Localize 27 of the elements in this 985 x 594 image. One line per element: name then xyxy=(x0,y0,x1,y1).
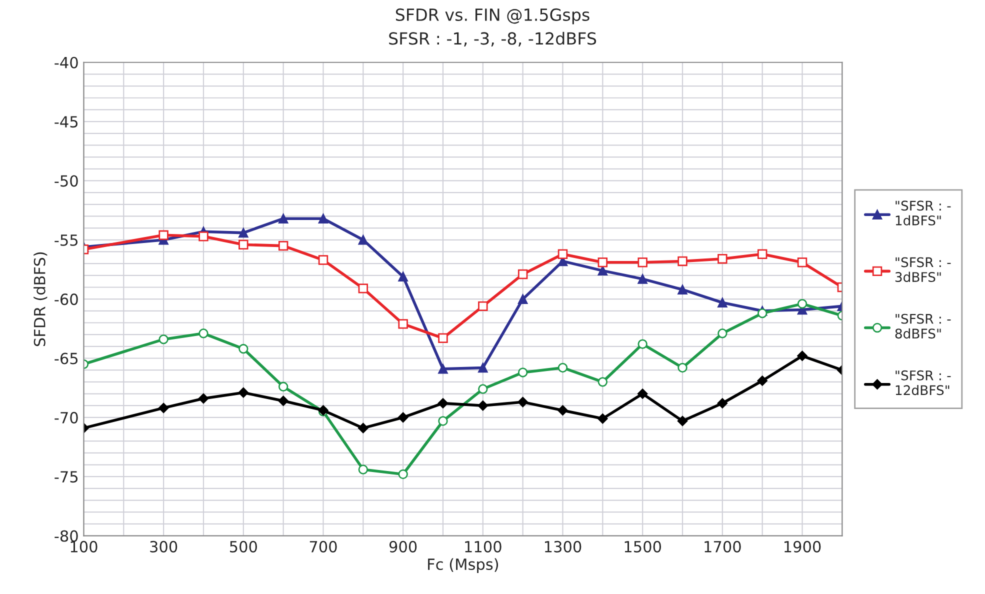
x-tick-label: 1300 xyxy=(544,540,582,552)
y-axis-title: SFDR (dBFS) xyxy=(34,252,48,346)
y-tick-label: -65 xyxy=(54,352,78,364)
legend-label: "SFSR : -3dBFS" xyxy=(895,257,951,282)
y-tick-label: -45 xyxy=(54,116,78,128)
y-tick-label: -80 xyxy=(54,530,78,542)
legend-label: "SFSR : -8dBFS" xyxy=(895,314,951,339)
x-tick-label: 100 xyxy=(70,540,98,552)
y-tick-label: -60 xyxy=(54,294,78,306)
x-tick-label: 300 xyxy=(150,540,178,552)
y-tick-label: -40 xyxy=(54,56,78,68)
legend-label: "SFSR : -1dBFS" xyxy=(896,200,951,226)
y-tick-label: -70 xyxy=(54,412,78,424)
x-tick-label: 500 xyxy=(230,540,257,552)
y-tick-label: -75 xyxy=(54,471,78,483)
legend-label: "SFSR : -12dBFS" xyxy=(896,370,951,396)
x-axis-title: Fc (Msps) xyxy=(428,558,498,573)
y-tick-label: -55 xyxy=(54,234,78,246)
chart-title: SFDR vs. FIN @1.5Gsps xyxy=(396,8,590,24)
x-tick-label: 700 xyxy=(310,540,337,552)
x-tick-label: 1100 xyxy=(465,540,502,552)
x-tick-label: 1500 xyxy=(624,540,662,552)
x-tick-label: 900 xyxy=(389,540,417,552)
x-tick-label: 1700 xyxy=(704,540,741,552)
chart-subtitle: SFSR : -1, -3, -8, -12dBFS xyxy=(389,32,596,46)
y-tick-label: -50 xyxy=(54,175,78,187)
x-tick-label: 1900 xyxy=(784,540,821,552)
